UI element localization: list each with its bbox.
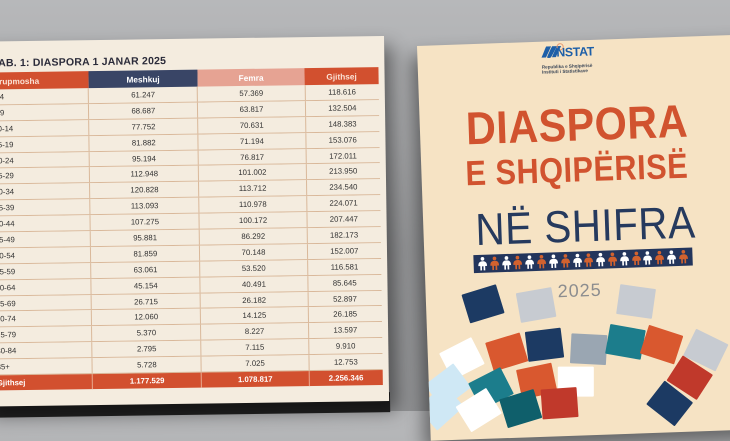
svg-text:NSTAT: NSTAT xyxy=(556,44,595,59)
